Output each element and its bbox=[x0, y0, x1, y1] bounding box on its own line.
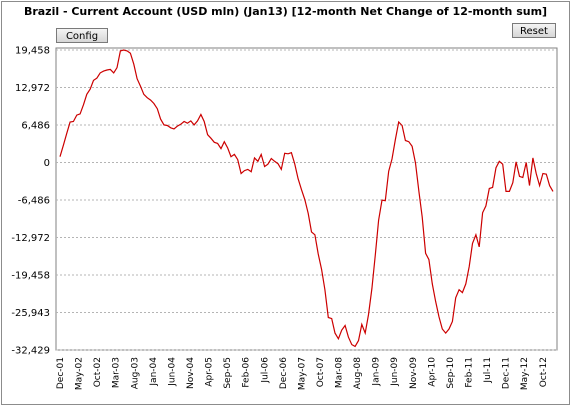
x-tick-label: Apr-05 bbox=[205, 357, 215, 387]
x-tick-label: Nov-09 bbox=[409, 357, 419, 389]
x-tick-label: Feb-11 bbox=[465, 357, 475, 388]
x-tick-label: Jul-11 bbox=[483, 357, 493, 384]
y-tick-label: -6,486 bbox=[18, 196, 50, 207]
reset-button[interactable]: Reset bbox=[512, 23, 556, 38]
x-tick-label: Dec-06 bbox=[279, 357, 289, 389]
x-tick-label: Oct-07 bbox=[316, 357, 326, 387]
x-tick-label: Apr-10 bbox=[427, 357, 437, 387]
x-tick-label: Jun-09 bbox=[390, 357, 400, 387]
x-tick-label: Oct-12 bbox=[539, 357, 549, 387]
x-tick-label: May-02 bbox=[75, 357, 85, 390]
y-tick-label: -12,972 bbox=[11, 233, 50, 244]
plot-area bbox=[55, 47, 558, 351]
x-tick-label: Sep-05 bbox=[223, 357, 233, 389]
x-tick-label: May-07 bbox=[297, 357, 307, 390]
config-button[interactable]: Config bbox=[56, 28, 108, 43]
gridlines bbox=[56, 49, 557, 351]
y-tick-label: 6,486 bbox=[21, 121, 50, 132]
x-tick-label: Sep-10 bbox=[446, 357, 456, 389]
x-tick-label: Oct-02 bbox=[93, 357, 103, 387]
x-tick-label: Aug-08 bbox=[353, 357, 363, 390]
x-axis: Dec-01 May-02 Oct-02 Mar-03 Aug-03 Jan-04 Jun-… bbox=[56, 357, 549, 390]
x-tick-label: Jan-09 bbox=[372, 357, 382, 387]
chart-title: Brazil - Current Account (USD mln) (Jan1… bbox=[23, 5, 548, 18]
y-tick-label: -25,943 bbox=[11, 308, 50, 319]
x-tick-label: Mar-08 bbox=[335, 357, 345, 388]
y-tick-label: -32,429 bbox=[11, 346, 50, 357]
x-tick-label: Jan-04 bbox=[149, 357, 159, 387]
y-tick-label: 12,972 bbox=[15, 83, 50, 94]
x-tick-label: Aug-03 bbox=[130, 357, 140, 389]
y-tick-label: 0 bbox=[44, 158, 50, 169]
series-layer bbox=[59, 49, 554, 348]
y-axis: 19,458 12,972 6,486 0 -6,486 -12,972 -19,458 -2… bbox=[11, 46, 50, 357]
x-tick-label: Jun-04 bbox=[167, 357, 177, 387]
x-tick-label: Feb-06 bbox=[242, 357, 252, 388]
y-tick-label: 19,458 bbox=[15, 46, 50, 57]
x-tick-label: Dec-01 bbox=[56, 357, 66, 389]
x-tick-label: Jul-06 bbox=[260, 357, 270, 384]
x-tick-label: Nov-04 bbox=[186, 357, 196, 389]
x-tick-label: May-12 bbox=[520, 357, 530, 390]
x-tick-label: Dec-11 bbox=[502, 357, 512, 389]
x-tick-label: Mar-03 bbox=[112, 357, 122, 388]
series-line bbox=[59, 49, 554, 348]
y-tick-label: -19,458 bbox=[11, 271, 50, 282]
